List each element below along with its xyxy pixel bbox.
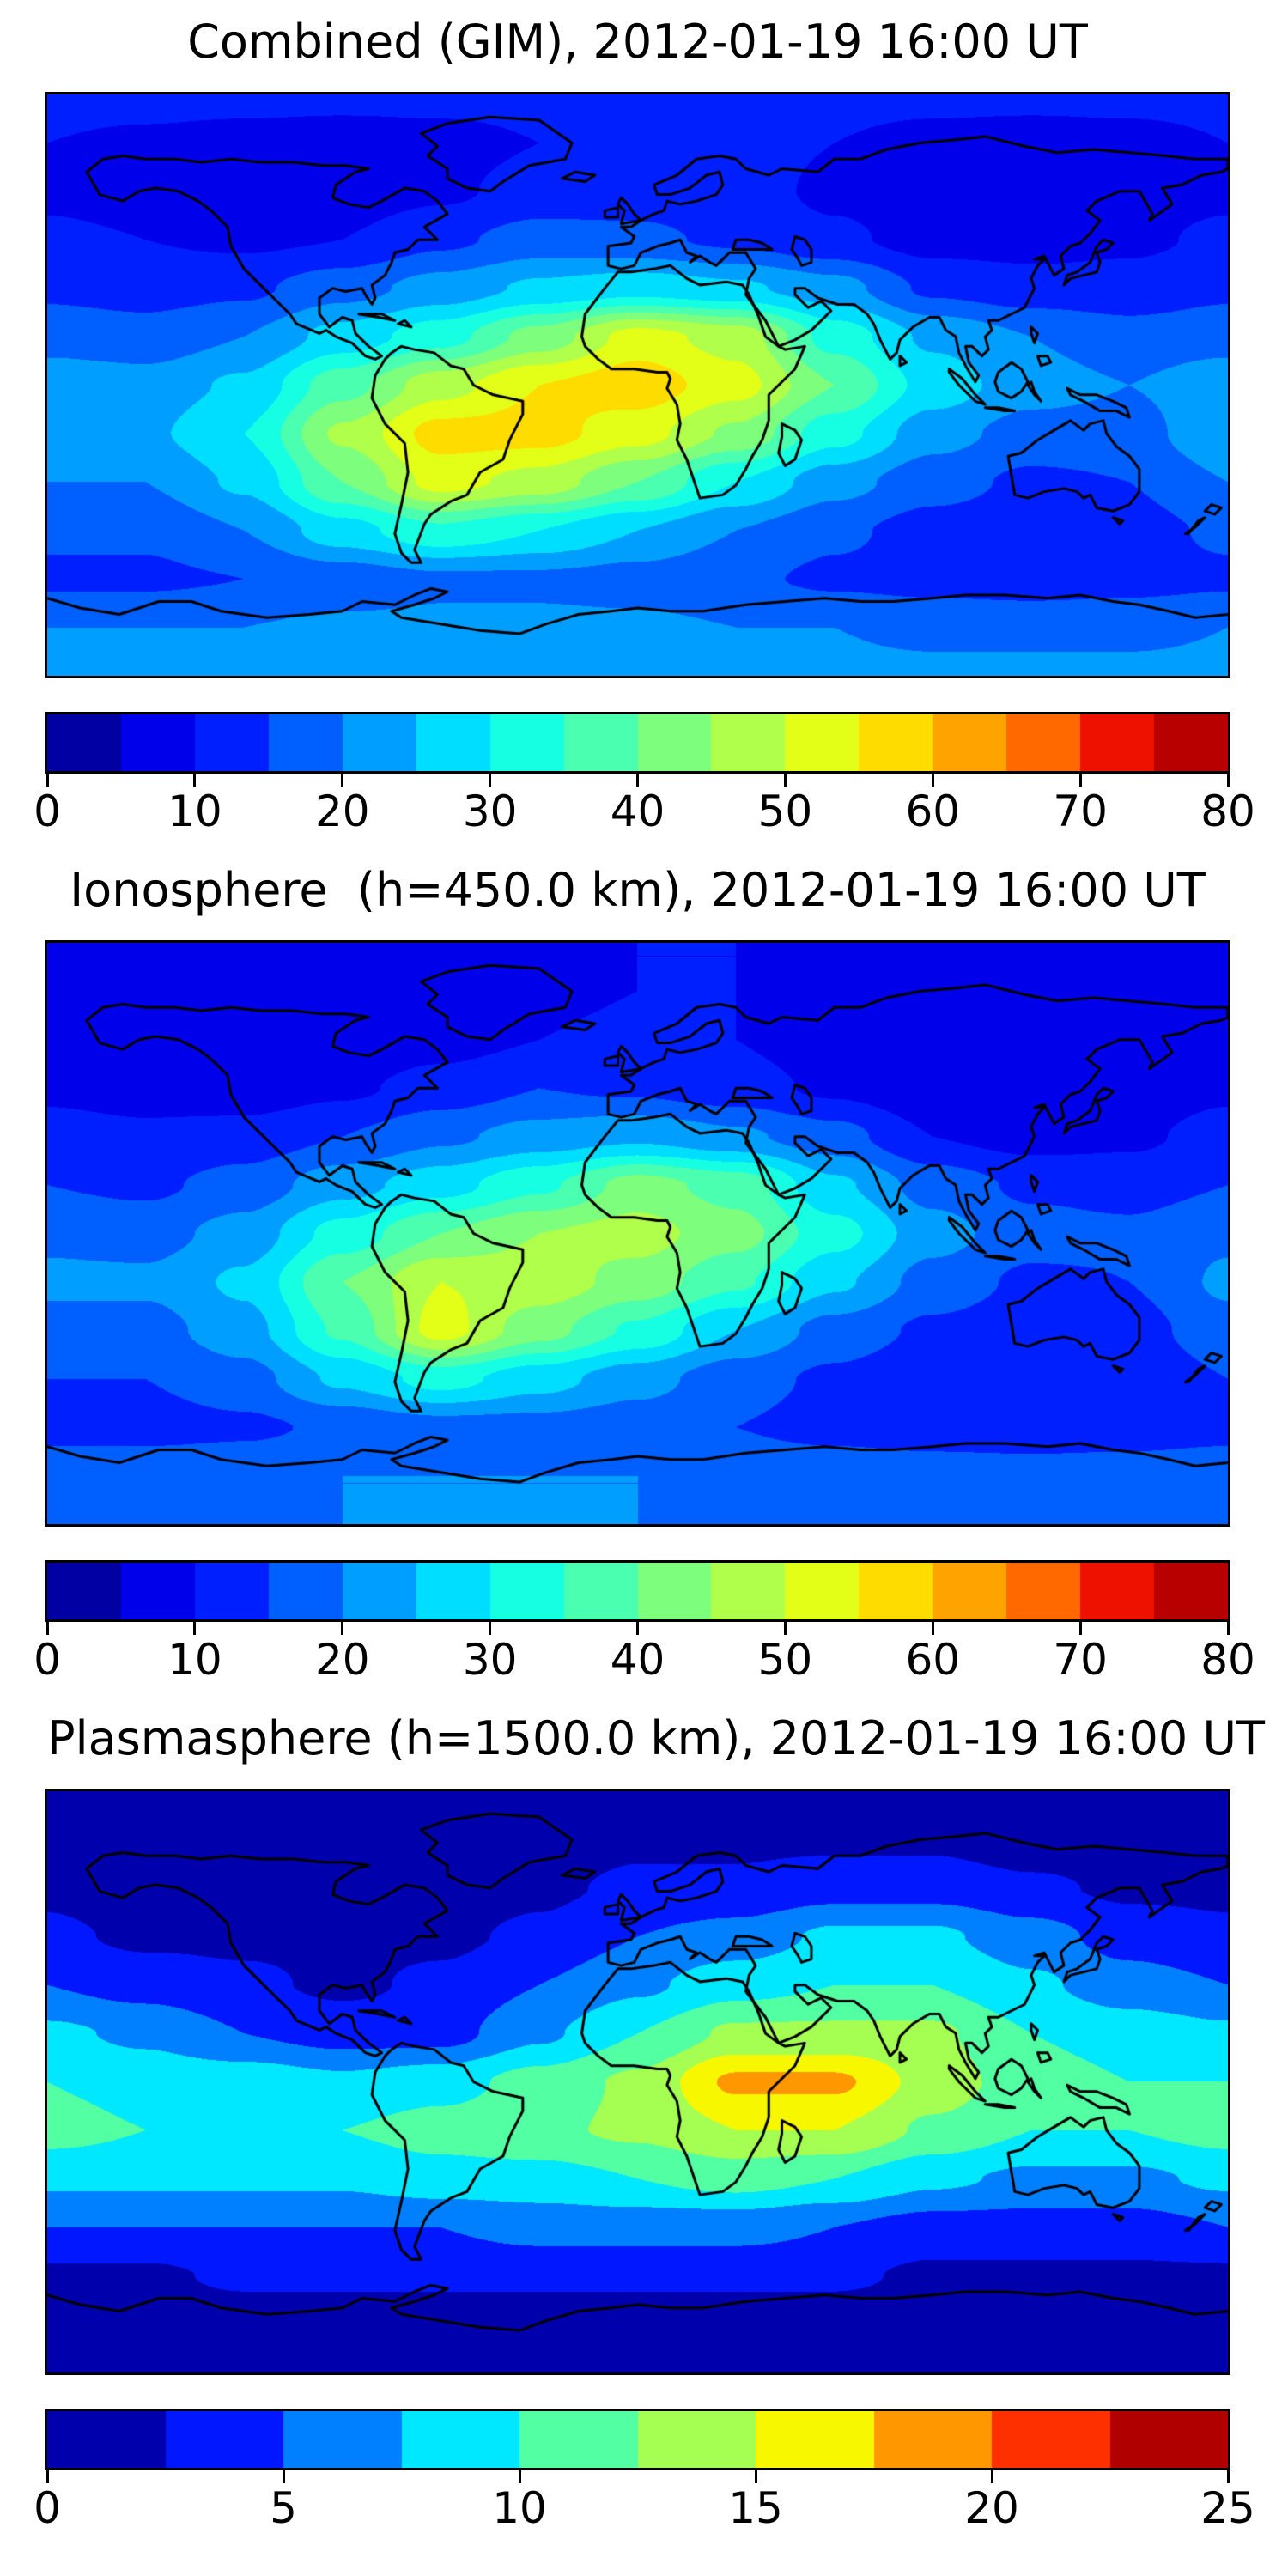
colorbar-tick-label: 10 xyxy=(167,787,222,836)
colorbar-tick-mark xyxy=(341,1622,344,1635)
colorbar-tick-mark xyxy=(636,1622,639,1635)
colorbar-tick-label: 30 xyxy=(462,1635,518,1685)
colorbar-tick-mark xyxy=(1226,1622,1230,1635)
colorbar-tick-label: 50 xyxy=(757,787,813,836)
colorbar-tick-mark xyxy=(1226,774,1230,787)
colorbar-tick-mark xyxy=(46,1622,49,1635)
panel-plasmasphere: Plasmasphere (h=1500.0 km), 2012-01-19 1… xyxy=(0,1698,1288,2547)
colorbar-tick-label: 0 xyxy=(33,787,61,836)
colorbar-canvas xyxy=(47,2411,1228,2468)
colorbar-tick-mark xyxy=(783,774,787,787)
colorbar-tick-label: 20 xyxy=(964,2483,1019,2533)
colorbar-canvas xyxy=(47,714,1228,771)
colorbar-tick-mark xyxy=(193,1622,197,1635)
colorbar-tick-label: 80 xyxy=(1200,1635,1255,1685)
colorbar-tick-mark xyxy=(341,774,344,787)
colorbar-tick-mark xyxy=(518,2470,521,2483)
colorbar-tick-mark xyxy=(990,2470,993,2483)
colorbar-canvas xyxy=(47,1563,1228,1619)
colorbar-ticks: 0 5 10 15 20 25 xyxy=(33,2470,1255,2548)
colorbar-tick-mark xyxy=(636,774,639,787)
colorbar-tick-label: 0 xyxy=(33,1635,61,1685)
tec-map-canvas xyxy=(47,94,1228,676)
colorbar-tick-label: 5 xyxy=(270,2483,297,2533)
colorbar-tick-label: 15 xyxy=(728,2483,783,2533)
colorbar-tick-mark xyxy=(489,1622,492,1635)
colorbar-tick-label: 40 xyxy=(610,787,665,836)
colorbar-tick-mark xyxy=(1078,774,1082,787)
panel-title: Ionosphere (h=450.0 km), 2012-01-19 16:0… xyxy=(70,863,1206,917)
colorbar-tick-mark xyxy=(931,1622,934,1635)
colorbar-tick-mark xyxy=(46,774,49,787)
colorbar-tick-label: 25 xyxy=(1200,2483,1255,2533)
colorbar-combined xyxy=(45,712,1230,774)
colorbar-tick-label: 20 xyxy=(314,1635,370,1685)
colorbar-tick-label: 20 xyxy=(314,787,370,836)
panel-combined: Combined (GIM), 2012-01-19 16:00 UT 0 10 2… xyxy=(0,2,1288,850)
colorbar-ticks: 0 10 20 30 40 50 60 70 80 xyxy=(33,1622,1255,1699)
colorbar-tick-mark xyxy=(1226,2470,1230,2483)
colorbar-tick-mark xyxy=(1078,1622,1082,1635)
colorbar-ionosphere xyxy=(45,1560,1230,1622)
colorbar-tick-mark xyxy=(783,1622,787,1635)
tec-map-canvas xyxy=(47,943,1228,1524)
colorbar-tick-mark xyxy=(193,774,197,787)
world-map-plasmasphere xyxy=(45,1789,1230,2375)
panel-title: Plasmasphere (h=1500.0 km), 2012-01-19 1… xyxy=(47,1711,1265,1765)
colorbar-tick-label: 10 xyxy=(492,2483,547,2533)
colorbar-tick-label: 50 xyxy=(757,1635,813,1685)
colorbar-ticks: 0 10 20 30 40 50 60 70 80 xyxy=(33,774,1255,851)
colorbar-tick-label: 10 xyxy=(167,1635,222,1685)
panel-ionosphere: Ionosphere (h=450.0 km), 2012-01-19 16:0… xyxy=(0,850,1288,1698)
colorbar-tick-mark xyxy=(46,2470,49,2483)
colorbar-tick-label: 60 xyxy=(905,787,961,836)
tec-map-canvas xyxy=(47,1791,1228,2372)
colorbar-tick-label: 40 xyxy=(610,1635,665,1685)
colorbar-plasmasphere xyxy=(45,2409,1230,2470)
colorbar-tick-mark xyxy=(754,2470,757,2483)
colorbar-tick-label: 0 xyxy=(33,2483,61,2533)
colorbar-tick-label: 70 xyxy=(1053,787,1108,836)
colorbar-tick-label: 30 xyxy=(462,787,518,836)
colorbar-tick-mark xyxy=(282,2470,285,2483)
world-map-combined xyxy=(45,92,1230,678)
colorbar-tick-label: 60 xyxy=(905,1635,961,1685)
panel-title: Combined (GIM), 2012-01-19 16:00 UT xyxy=(187,15,1088,69)
colorbar-tick-mark xyxy=(931,774,934,787)
colorbar-tick-label: 80 xyxy=(1200,787,1255,836)
colorbar-tick-mark xyxy=(489,774,492,787)
world-map-ionosphere xyxy=(45,940,1230,1527)
colorbar-tick-label: 70 xyxy=(1053,1635,1108,1685)
